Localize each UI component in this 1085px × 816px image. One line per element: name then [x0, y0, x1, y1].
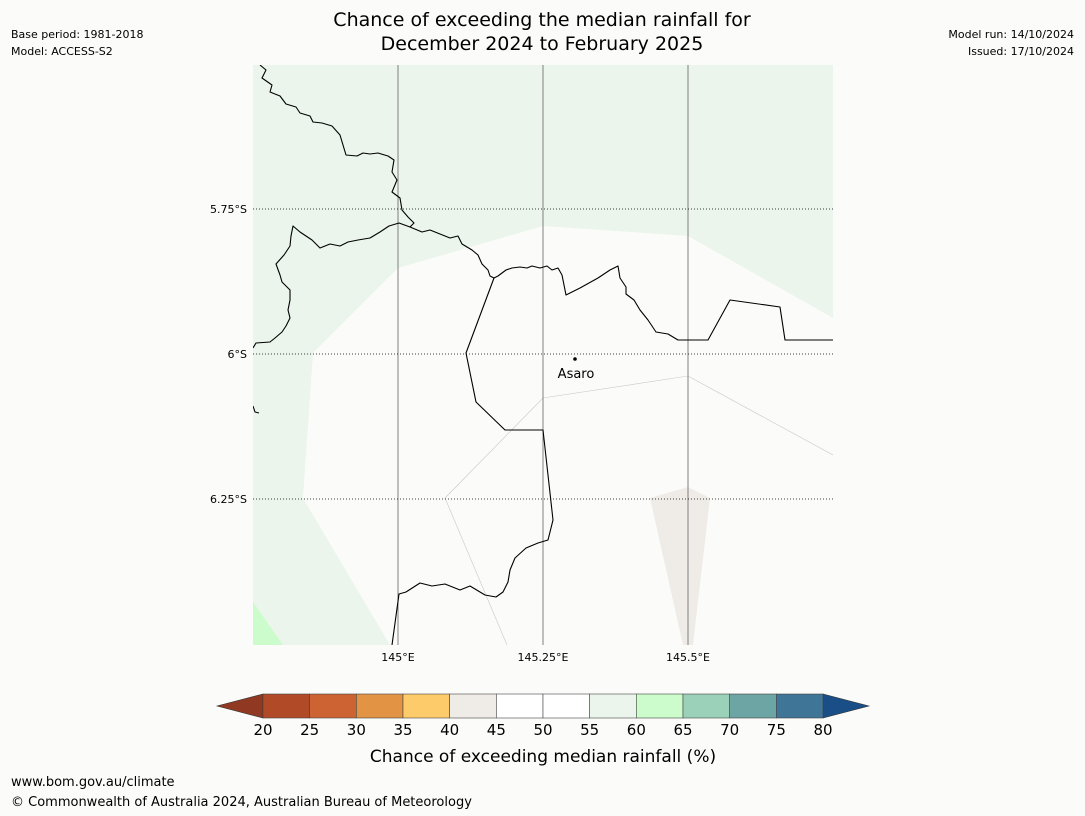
asaro-label: Asaro	[558, 367, 595, 382]
probability-region-55-60-left	[253, 353, 390, 645]
issued-text: Issued: 17/10/2024	[967, 45, 1074, 58]
colorbar-tick-label: 45	[487, 721, 506, 739]
colorbar-tick-label: 40	[440, 721, 459, 739]
colorbar-tick-label: 25	[300, 721, 319, 739]
lon-label-145-25: 145.25°E	[518, 651, 569, 664]
colorbar-tick-label: 80	[813, 721, 832, 739]
colorbar-tick-labels: 20 25 30 35 40 45 50 55 60 65 70 75 80	[253, 721, 832, 739]
colorbar-segments	[262, 693, 824, 719]
lat-label-6: 6°S	[228, 348, 247, 361]
colorbar-label: Chance of exceeding median rainfall (%)	[370, 747, 716, 767]
footer-url: www.bom.gov.au/climate	[11, 775, 175, 790]
probability-region-60-65	[253, 602, 283, 645]
contour-line	[444, 375, 833, 499]
province-boundaries	[253, 65, 833, 645]
colorbar-segment	[309, 693, 357, 719]
lon-label-145-5: 145.5°E	[666, 651, 710, 664]
boundary-line-south	[391, 277, 554, 645]
colorbar-segment	[496, 693, 544, 719]
colorbar-segment	[729, 693, 777, 719]
colorbar-segment	[402, 693, 450, 719]
colorbar-under-arrow	[215, 693, 264, 719]
meridian-lines	[397, 65, 689, 645]
colorbar-segment	[636, 693, 684, 719]
boundary-line-north	[253, 65, 415, 349]
model-run-text: Model run: 14/10/2024	[948, 28, 1074, 41]
colorbar-tick-label: 55	[580, 721, 599, 739]
colorbar-segment	[356, 693, 404, 719]
parallel-lines	[253, 208, 833, 500]
longitude-labels: 145°E 145.25°E 145.5°E	[381, 651, 710, 664]
page-title: Chance of exceeding the median rainfall …	[242, 8, 842, 56]
colorbar-segment	[449, 693, 497, 719]
colorbar-segment	[262, 693, 310, 719]
latitude-labels: 5.75°S 6°S 6.25°S	[210, 203, 247, 506]
colorbar-over-arrow	[822, 693, 871, 719]
probability-region-40-45	[650, 487, 710, 645]
colorbar-tick-label: 20	[253, 721, 272, 739]
colorbar-tick-label: 65	[673, 721, 692, 739]
asaro-marker	[573, 357, 577, 361]
lat-label-6-25: 6.25°S	[210, 493, 247, 506]
boundary-line-west-stub	[253, 405, 260, 414]
colorbar-segment	[776, 693, 824, 719]
colorbar-tick-label: 70	[720, 721, 739, 739]
colorbar-tick-label: 50	[533, 721, 552, 739]
header-left-info: Base period: 1981-2018 Model: ACCESS-S2	[11, 26, 143, 60]
colorbar-tick-label: 75	[767, 721, 786, 739]
boundary-line-central	[409, 226, 833, 341]
colorbar-tick-label: 35	[393, 721, 412, 739]
title-line-2: December 2024 to February 2025	[380, 33, 704, 55]
colorbar-tick-label: 30	[347, 721, 366, 739]
header-right-info: Model run: 14/10/2024 Issued: 17/10/2024	[948, 26, 1074, 60]
lat-label-5-75: 5.75°S	[210, 203, 247, 216]
colorbar-segment	[682, 693, 730, 719]
colorbar-segment	[542, 693, 590, 719]
lon-label-145: 145°E	[381, 651, 414, 664]
contour-line	[444, 497, 508, 645]
colorbar-tick-label: 60	[627, 721, 646, 739]
forecast-map: Asaro 5.75°S 6°S 6.25°S 145°E 145.25°E 1…	[210, 65, 833, 664]
footer-copyright: © Commonwealth of Australia 2024, Austra…	[11, 795, 472, 810]
base-period-text: Base period: 1981-2018	[11, 28, 144, 41]
model-text: Model: ACCESS-S2	[11, 45, 113, 58]
contour-lines	[444, 375, 833, 645]
colorbar-segment	[589, 693, 637, 719]
map-area: Asaro	[253, 65, 833, 645]
title-line-1: Chance of exceeding the median rainfall …	[333, 9, 751, 31]
